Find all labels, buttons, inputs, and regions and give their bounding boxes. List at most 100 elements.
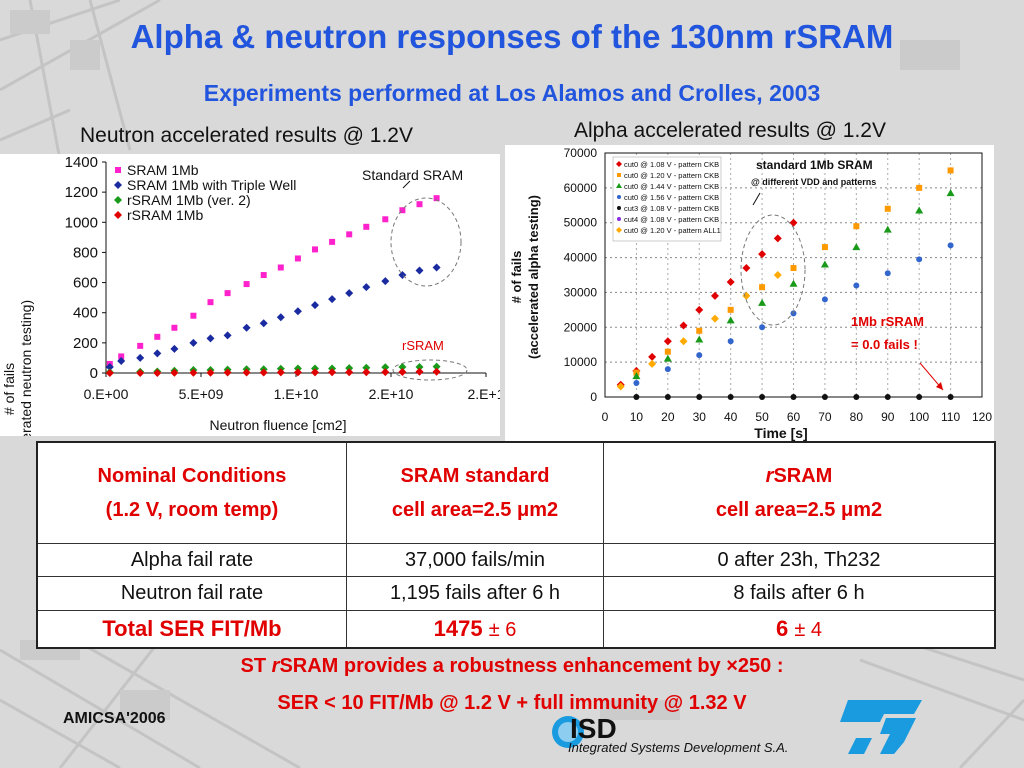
neutron-x-tick-label: 2.E+10 — [369, 386, 414, 402]
neutron-point-series-1 — [362, 283, 371, 292]
neutron-point-series-0 — [363, 223, 370, 230]
alpha-y-tick-label: 10000 — [564, 355, 598, 369]
neutron-point-series-0 — [190, 312, 197, 319]
alpha-point-series-1 — [884, 205, 891, 212]
neutron-y-tick-label: 1400 — [65, 154, 98, 171]
alpha-point-series-6 — [710, 314, 719, 323]
alpha-legend-label: cut0 @ 1.56 V - pattern CKB — [624, 193, 719, 202]
rsram-annotation: rSRAM — [402, 338, 444, 353]
rsram-arrowhead — [936, 382, 943, 390]
alpha-y-tick-label: 30000 — [564, 285, 598, 299]
neutron-point-series-0 — [277, 264, 284, 271]
alpha-chart-panel: # of fails (accelerated alpha testing) 0… — [505, 145, 994, 441]
rsram-ellipse — [392, 359, 468, 381]
neutron-x-tick-label: 5.E+09 — [179, 386, 224, 402]
isd-logo: ISD Integrated Systems Development S.A. — [552, 713, 788, 755]
neutron-point-series-2 — [432, 362, 441, 371]
neutron-point-series-1 — [206, 334, 215, 343]
neutron-point-series-1 — [311, 301, 319, 310]
neutron-chart-heading: Neutron accelerated results @ 1.2V — [80, 124, 413, 147]
neutron-x-tick-label: 0.E+00 — [84, 386, 129, 402]
neutron-point-series-0 — [171, 324, 178, 331]
neutron-point-series-0 — [312, 246, 318, 253]
footer-conference: AMICSA'2006 — [63, 710, 166, 727]
alpha-point-series-1 — [790, 265, 797, 272]
neutron-y-tick-label: 200 — [73, 335, 98, 352]
neutron-point-series-3 — [415, 367, 424, 376]
alpha-point-series-3 — [696, 352, 703, 359]
alpha-point-series-3 — [727, 338, 734, 345]
neutron-point-series-3 — [276, 368, 285, 377]
alpha-point-series-0 — [648, 352, 657, 361]
alpha-legend-label: cut4 @ 1.08 V - pattern CKB — [624, 215, 719, 224]
alpha-x-tick-label: 0 — [602, 410, 609, 424]
neutron-point-series-3 — [362, 368, 371, 377]
neutron-x-tick-label: 2.E+1 — [468, 386, 500, 402]
alpha-point-series-2 — [852, 243, 861, 251]
neutron-point-series-0 — [118, 353, 125, 360]
neutron-point-series-2 — [362, 363, 371, 372]
header-sram-line1: SRAM standard — [400, 465, 550, 487]
alpha-y-tick-label: 60000 — [564, 181, 598, 195]
alpha-point-series-0 — [710, 291, 719, 300]
alpha-x-tick-label: 100 — [909, 410, 929, 424]
header-nominal-line2: (1.2 V, room temp) — [105, 499, 279, 521]
alpha-legend-marker-6 — [616, 227, 622, 233]
neutron-y-tick-label: 1200 — [65, 184, 98, 201]
alpha-points — [616, 167, 955, 400]
neutron-chart: # of fails (accelerated neutron testing)… — [1, 154, 505, 478]
neutron-legend-label: SRAM 1Mb — [127, 162, 199, 178]
neutron-point-series-3 — [293, 368, 302, 377]
alpha-sram-annotation-line1: standard 1Mb SRAM — [756, 158, 873, 172]
neutron-point-series-0 — [154, 333, 161, 340]
neutron-y-tick-label: 400 — [73, 305, 98, 322]
alpha-point-series-4 — [821, 394, 828, 400]
neutron-point-series-0 — [294, 255, 301, 262]
alpha-point-series-2 — [820, 260, 829, 268]
neutron-legend-label: rSRAM 1Mb (ver. 2) — [127, 192, 251, 208]
alpha-point-series-2 — [946, 189, 955, 197]
alpha-point-series-1 — [947, 167, 954, 174]
alpha-y-label-line1: # of fails — [509, 251, 524, 304]
neutron-legend-label: SRAM 1Mb with Triple Well — [127, 177, 296, 193]
alpha-point-series-2 — [883, 225, 892, 233]
neutron-point-series-1 — [415, 266, 424, 275]
neutron-legend-marker-2 — [114, 196, 122, 204]
alpha-point-series-3 — [790, 310, 797, 317]
alpha-x-tick-label: 40 — [724, 410, 738, 424]
table-total-row: Total SER FIT/Mb 1475 ± 6 6 ± 4 — [36, 609, 996, 649]
alpha-x-tick-label: 60 — [787, 410, 801, 424]
neutron-point-series-3 — [381, 368, 390, 377]
alpha-x-tick-label: 10 — [630, 410, 644, 424]
neutron-chart-panel: # of fails (accelerated neutron testing)… — [0, 154, 505, 478]
alpha-point-series-0 — [695, 305, 704, 314]
conclusion-line-2: SER < 10 FIT/Mb @ 1.2 V + full immunity … — [277, 692, 747, 714]
alpha-point-series-2 — [789, 279, 798, 287]
alpha-point-series-3 — [853, 282, 860, 289]
total-sram-value: 1475 — [433, 615, 483, 641]
total-ser-rsram: 6 ± 4 — [603, 609, 996, 649]
alpha-legend-marker-0 — [616, 161, 622, 167]
table-row: Alpha fail rate 37,000 fails/min 0 after… — [36, 542, 996, 578]
neutron-legend-marker-3 — [114, 211, 122, 219]
table-cell: 37,000 fails/min — [346, 542, 604, 578]
neutron-point-series-3 — [105, 369, 114, 377]
header-nominal-conditions: Nominal Conditions (1.2 V, room temp) — [36, 441, 347, 544]
alpha-legend-marker-2 — [616, 183, 622, 188]
table-cell: 0 after 23h, Th232 — [603, 542, 996, 578]
neutron-point-series-3 — [432, 367, 441, 376]
alpha-point-series-3 — [633, 380, 640, 387]
total-rsram-pm: ± 4 — [794, 618, 823, 641]
neutron-x-axis-title: Neutron fluence [cm2] — [210, 417, 347, 433]
alpha-legend-marker-1 — [617, 173, 621, 177]
alpha-point-series-0 — [663, 337, 672, 346]
table-row: Neutron fail rate 1,195 fails after 6 h … — [36, 576, 996, 611]
header-rsram-line1: SRAM — [773, 465, 833, 487]
neutron-point-series-1 — [223, 331, 232, 340]
neutron-point-series-3 — [311, 368, 319, 377]
neutron-y-tick-label: 1000 — [65, 214, 98, 231]
alpha-sram-arrow — [752, 192, 761, 206]
alpha-point-series-2 — [695, 335, 704, 343]
alpha-y-tick-label: 70000 — [564, 146, 598, 160]
alpha-x-tick-label: 80 — [850, 410, 864, 424]
